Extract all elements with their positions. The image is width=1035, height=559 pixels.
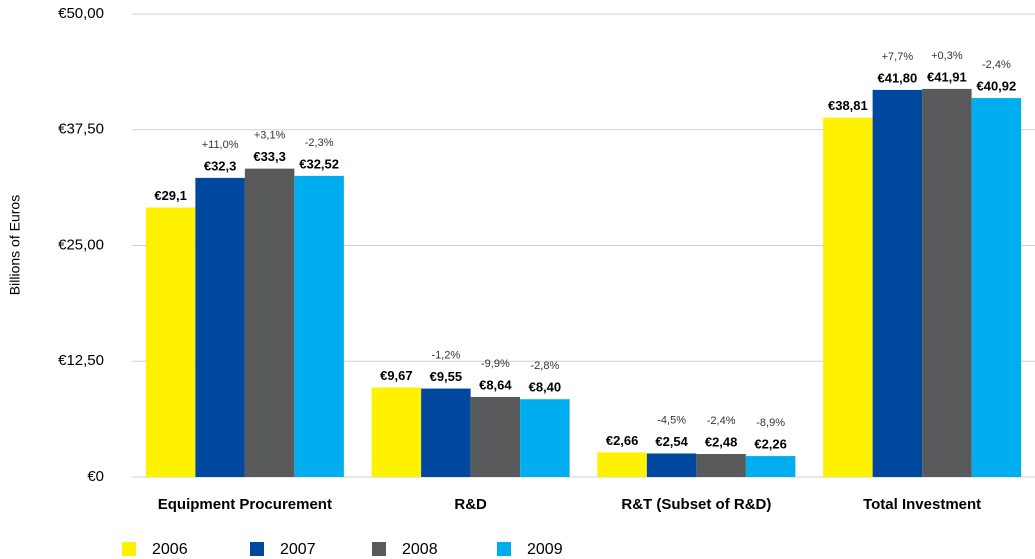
- value-label: €38,81: [828, 98, 868, 113]
- change-label: +7,7%: [882, 51, 914, 63]
- legend-label: 2008: [402, 541, 438, 558]
- value-label: €41,80: [877, 70, 917, 85]
- bar: [294, 175, 344, 477]
- change-label: +3,1%: [254, 130, 286, 142]
- bar: [421, 388, 471, 477]
- change-label: -8,9%: [756, 417, 785, 429]
- value-label: €2,66: [606, 433, 639, 448]
- value-label: €2,48: [705, 434, 738, 449]
- value-label: €2,54: [655, 434, 688, 449]
- y-tick-label: €50,00: [58, 5, 104, 22]
- x-tick-label: R&T (Subset of R&D): [621, 496, 771, 513]
- bar: [470, 396, 521, 477]
- value-label: €33,3: [253, 149, 286, 164]
- bar: [872, 89, 923, 477]
- change-label: +11,0%: [202, 139, 239, 151]
- bar: [971, 98, 1022, 477]
- value-label: €8,40: [529, 380, 562, 395]
- value-label: €8,64: [479, 377, 512, 392]
- bar: [745, 456, 796, 477]
- value-label: €32,3: [204, 158, 237, 173]
- change-label: -9,9%: [481, 358, 510, 370]
- legend-label: 2006: [152, 541, 188, 558]
- y-tick-label: €12,50: [58, 352, 104, 369]
- change-label: -1,2%: [432, 349, 461, 361]
- change-label: -2,4%: [982, 59, 1011, 71]
- y-tick-label: €25,00: [58, 236, 104, 253]
- legend-swatch: [122, 542, 136, 556]
- legend-swatch: [250, 542, 264, 556]
- value-label: €32,52: [299, 156, 339, 171]
- bar: [922, 88, 972, 478]
- bar: [823, 117, 873, 478]
- y-axis-label: Billions of Euros: [7, 195, 23, 295]
- bar: [696, 454, 746, 477]
- value-label: €9,67: [380, 368, 413, 383]
- bar: [646, 453, 697, 477]
- change-label: -2,3%: [305, 137, 334, 149]
- bar: [597, 452, 647, 477]
- legend-label: 2007: [280, 541, 316, 558]
- bar: [371, 387, 422, 477]
- change-label: +0,3%: [931, 50, 963, 62]
- legend-swatch: [372, 542, 386, 556]
- legend-label: 2009: [527, 541, 563, 558]
- legend-swatch: [497, 542, 511, 556]
- bar: [195, 177, 245, 478]
- x-tick-label: Total Investment: [863, 496, 981, 513]
- value-label: €40,92: [976, 79, 1016, 94]
- y-tick-label: €0: [87, 468, 104, 485]
- bar: [520, 399, 570, 477]
- value-label: €2,26: [754, 437, 787, 452]
- x-tick-label: Equipment Procurement: [158, 496, 332, 513]
- value-label: €29,1: [154, 188, 187, 203]
- x-tick-label: R&D: [454, 496, 487, 513]
- change-label: -2,8%: [531, 360, 560, 372]
- bar: [244, 168, 295, 477]
- value-label: €9,55: [430, 369, 463, 384]
- y-tick-label: €37,50: [58, 121, 104, 138]
- bar: [145, 207, 196, 477]
- change-label: -4,5%: [657, 414, 686, 426]
- change-label: -2,4%: [707, 415, 736, 427]
- value-label: €41,91: [927, 69, 967, 84]
